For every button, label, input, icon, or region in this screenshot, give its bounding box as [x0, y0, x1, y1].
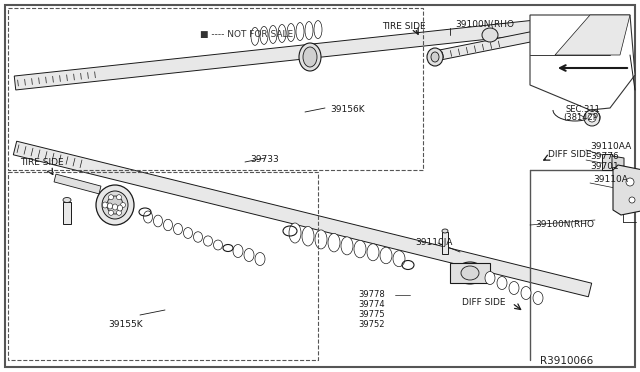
- Ellipse shape: [393, 251, 405, 267]
- Ellipse shape: [244, 248, 254, 262]
- Ellipse shape: [108, 203, 113, 209]
- Circle shape: [109, 210, 113, 215]
- Polygon shape: [442, 232, 448, 254]
- Ellipse shape: [509, 282, 519, 295]
- Ellipse shape: [154, 215, 163, 227]
- Polygon shape: [613, 165, 640, 215]
- Ellipse shape: [431, 52, 439, 62]
- Ellipse shape: [269, 25, 277, 44]
- Text: 39774: 39774: [358, 300, 385, 309]
- Text: 39110A: 39110A: [593, 175, 628, 184]
- Text: 39776: 39776: [590, 152, 619, 161]
- Text: 39156K: 39156K: [330, 105, 365, 114]
- Ellipse shape: [442, 229, 448, 233]
- Bar: [8, 172, 318, 360]
- Circle shape: [116, 210, 122, 215]
- Text: 39752: 39752: [358, 320, 385, 329]
- Ellipse shape: [260, 26, 268, 44]
- Ellipse shape: [163, 219, 173, 231]
- Text: 39701: 39701: [590, 162, 619, 171]
- Ellipse shape: [367, 244, 379, 261]
- Ellipse shape: [289, 223, 301, 243]
- Text: DIFF SIDE: DIFF SIDE: [462, 298, 506, 307]
- Text: 39110JA: 39110JA: [415, 238, 452, 247]
- Ellipse shape: [485, 272, 495, 285]
- Text: 39110AA: 39110AA: [590, 142, 631, 151]
- Ellipse shape: [533, 292, 543, 305]
- Ellipse shape: [341, 237, 353, 255]
- Circle shape: [120, 202, 125, 208]
- Text: TIRE SIDE: TIRE SIDE: [382, 22, 426, 31]
- Ellipse shape: [315, 230, 327, 249]
- Ellipse shape: [296, 23, 304, 41]
- Ellipse shape: [629, 197, 635, 203]
- Ellipse shape: [305, 22, 313, 39]
- Polygon shape: [54, 174, 101, 194]
- Ellipse shape: [497, 276, 507, 289]
- Text: (38142P): (38142P): [563, 113, 601, 122]
- Ellipse shape: [626, 178, 634, 186]
- Ellipse shape: [255, 253, 265, 266]
- Ellipse shape: [302, 227, 314, 246]
- Polygon shape: [450, 263, 490, 283]
- Ellipse shape: [143, 211, 152, 223]
- Text: 39100N(RHO: 39100N(RHO: [535, 220, 594, 229]
- Ellipse shape: [287, 23, 295, 42]
- Circle shape: [109, 195, 113, 200]
- Polygon shape: [439, 23, 576, 60]
- Ellipse shape: [354, 240, 366, 258]
- Ellipse shape: [328, 233, 340, 252]
- Ellipse shape: [184, 228, 193, 238]
- Ellipse shape: [233, 244, 243, 257]
- Ellipse shape: [118, 205, 122, 211]
- Ellipse shape: [380, 247, 392, 264]
- Text: 39775: 39775: [358, 310, 385, 319]
- Ellipse shape: [456, 262, 484, 284]
- Ellipse shape: [96, 185, 134, 225]
- Circle shape: [588, 114, 596, 122]
- Ellipse shape: [102, 191, 128, 219]
- Ellipse shape: [214, 240, 223, 250]
- Polygon shape: [13, 141, 591, 297]
- Polygon shape: [14, 19, 546, 90]
- Circle shape: [116, 195, 122, 200]
- Bar: [8, 8, 423, 170]
- Ellipse shape: [193, 232, 202, 242]
- Ellipse shape: [204, 236, 212, 246]
- Text: TIRE SIDE: TIRE SIDE: [20, 158, 63, 167]
- Polygon shape: [63, 202, 71, 224]
- Ellipse shape: [303, 47, 317, 67]
- Ellipse shape: [482, 28, 498, 42]
- Ellipse shape: [102, 202, 108, 208]
- Ellipse shape: [278, 25, 286, 42]
- Text: DIFF SIDE: DIFF SIDE: [548, 150, 591, 159]
- Text: 39733: 39733: [250, 155, 279, 164]
- Polygon shape: [555, 15, 630, 55]
- Ellipse shape: [107, 196, 123, 214]
- Ellipse shape: [461, 266, 479, 280]
- Text: SEC.311: SEC.311: [565, 105, 600, 114]
- Text: R3910066: R3910066: [540, 356, 593, 366]
- Polygon shape: [530, 15, 635, 110]
- Polygon shape: [612, 156, 624, 168]
- Ellipse shape: [314, 20, 322, 39]
- Ellipse shape: [521, 286, 531, 299]
- Ellipse shape: [63, 198, 71, 202]
- Ellipse shape: [113, 204, 118, 210]
- Polygon shape: [602, 154, 612, 170]
- Text: ■ ---- NOT FOR SALE: ■ ---- NOT FOR SALE: [200, 30, 293, 39]
- Ellipse shape: [251, 27, 259, 45]
- Text: 39155K: 39155K: [108, 320, 143, 329]
- Circle shape: [104, 202, 109, 208]
- Circle shape: [584, 110, 600, 126]
- Text: 39100N(RHO: 39100N(RHO: [455, 20, 514, 29]
- Ellipse shape: [173, 224, 182, 235]
- Ellipse shape: [427, 48, 443, 66]
- Ellipse shape: [299, 43, 321, 71]
- Text: 39778: 39778: [358, 290, 385, 299]
